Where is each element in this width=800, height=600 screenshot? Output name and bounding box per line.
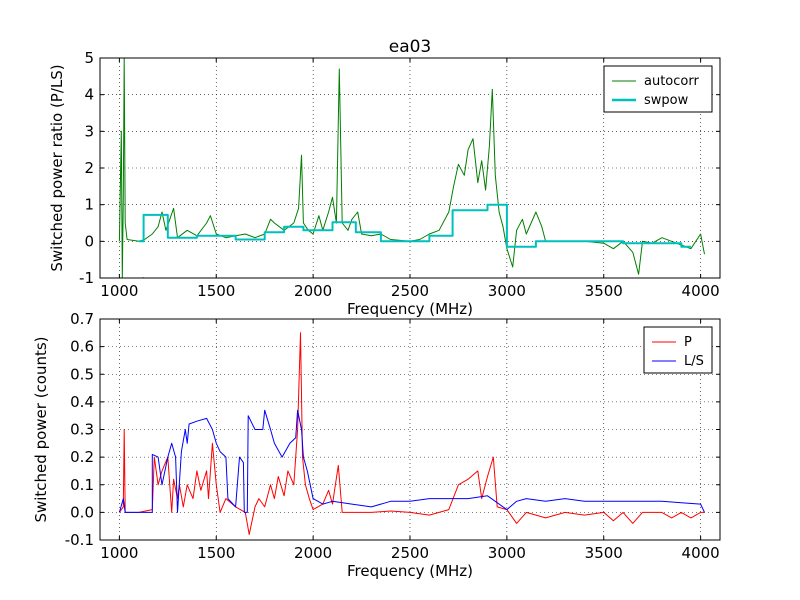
x-tick-label: 2000 xyxy=(294,544,332,562)
y-tick-label: 0.7 xyxy=(70,310,94,328)
x-tick-label: 3500 xyxy=(585,544,623,562)
legend-label: P xyxy=(684,335,692,350)
x-tick-label: 1000 xyxy=(100,544,138,562)
legend-label: L/S xyxy=(684,354,704,369)
y-tick-label: 4 xyxy=(84,86,94,104)
y-tick-label: -0.1 xyxy=(65,531,94,549)
y-tick-label: 0.5 xyxy=(70,365,94,383)
y-tick-label: 0.1 xyxy=(70,476,94,494)
x-tick-label: 1000 xyxy=(100,282,138,300)
y-tick-label: 0.3 xyxy=(70,421,94,439)
y-tick-label: -1 xyxy=(79,269,94,287)
legend-box xyxy=(643,326,713,374)
series-line-swpow xyxy=(138,203,691,248)
top-chart: 1000 1500 2000 2500 3000 3500 4000 -1 0 1 2 3 4 5 ea03… xyxy=(48,37,721,318)
x-tick-label: 3000 xyxy=(488,282,526,300)
y-tick-label: 2 xyxy=(84,159,94,177)
y-axis-label: Switched power ratio (P/LS) xyxy=(48,64,66,271)
y-tick-label: 1 xyxy=(84,196,94,214)
x-tick-label: 2500 xyxy=(391,544,429,562)
x-tick-label: 3500 xyxy=(585,282,623,300)
y-tick-label: 5 xyxy=(84,49,94,67)
y-axis-label: Switched power (counts) xyxy=(32,336,50,522)
series-line-l-s xyxy=(118,409,705,513)
y-tick-label: 3 xyxy=(84,122,94,140)
y-tick-label: 0.4 xyxy=(70,393,94,411)
x-tick-label: 4000 xyxy=(682,544,720,562)
y-tick-label: 0 xyxy=(84,232,94,250)
x-axis-label: Frequency (MHz) xyxy=(347,300,473,318)
y-tick-label: 0.0 xyxy=(70,503,94,521)
x-tick-label: 3000 xyxy=(488,544,526,562)
y-tick-label: 0.2 xyxy=(70,448,94,466)
bottom-chart: 1000 1500 2000 2500 3000 3500 4000 -0.1 0.0 0.1 0.… xyxy=(32,310,721,580)
x-tick-label: 1500 xyxy=(197,282,235,300)
x-tick-label: 2000 xyxy=(294,282,332,300)
legend-label: swpow xyxy=(644,93,689,108)
y-tick-label: 0.6 xyxy=(70,338,94,356)
chart-title: ea03 xyxy=(389,37,432,57)
legend-label: autocorr xyxy=(644,74,699,89)
x-axis-label: Frequency (MHz) xyxy=(347,562,473,580)
legend-box xyxy=(603,65,713,113)
x-tick-label: 1500 xyxy=(197,544,235,562)
x-tick-label: 2500 xyxy=(391,282,429,300)
x-tick-label: 4000 xyxy=(682,282,720,300)
